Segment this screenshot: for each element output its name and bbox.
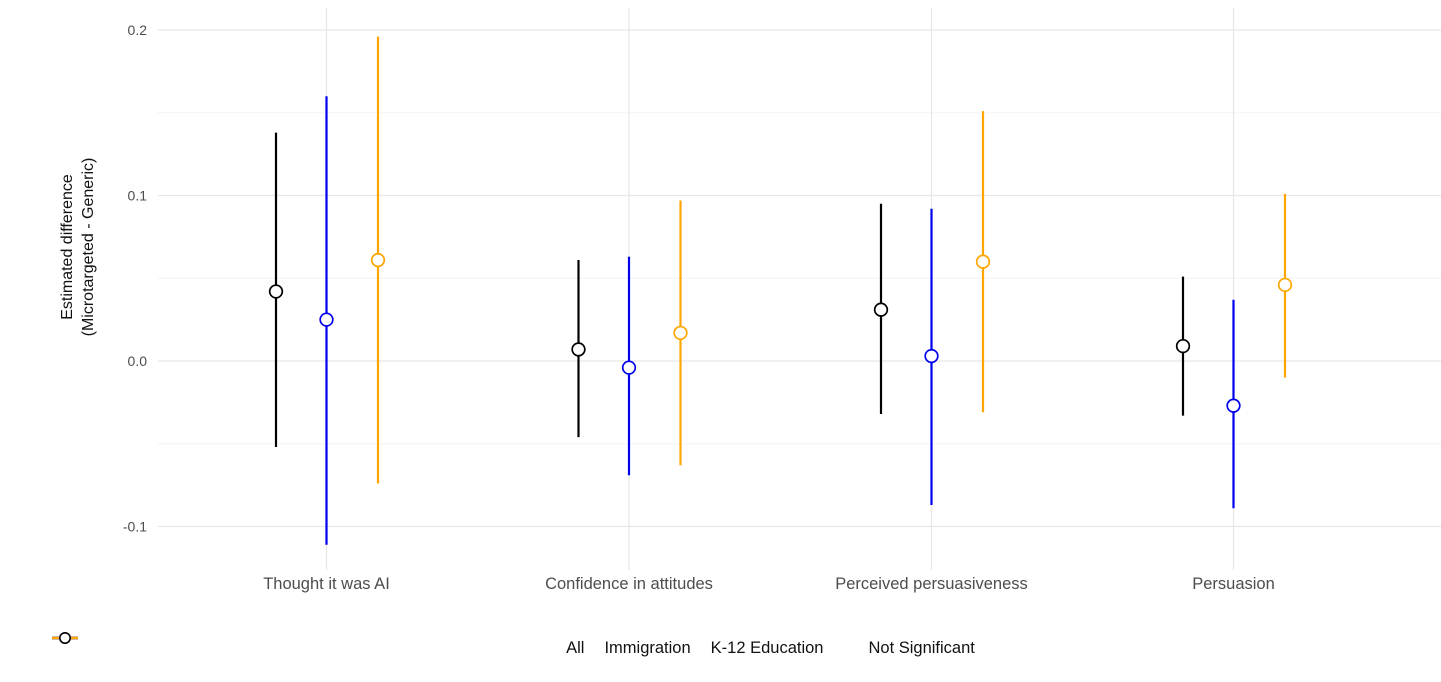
point-estimate <box>319 312 334 327</box>
y-tick-label: 0.2 <box>128 22 148 38</box>
legend-label: Not Significant <box>868 638 975 657</box>
legend: All Immigration K-12 Education Not Signific… <box>50 630 1441 666</box>
y-axis-title: Estimated difference (Microtargeted - Ge… <box>59 157 97 337</box>
point-estimate <box>1226 398 1241 413</box>
point-estimate <box>621 360 637 375</box>
y-tick-label: 0.0 <box>128 353 148 369</box>
x-category-label: Confidence in attitudes <box>545 575 713 593</box>
legend-item-immigration: Immigration <box>52 632 691 658</box>
legend-label: All <box>566 638 585 657</box>
point-estimate <box>1175 338 1191 354</box>
y-tick-label: -0.1 <box>123 519 147 535</box>
y-tick-label: 0.1 <box>128 188 148 204</box>
point-estimate <box>571 342 586 357</box>
point-estimate <box>975 254 991 269</box>
point-estimate <box>673 325 688 341</box>
point-estimate <box>268 284 284 299</box>
legend-item-not-significant: Not Significant <box>59 632 975 658</box>
x-category-label: Persuasion <box>1192 575 1275 593</box>
x-category-label: Thought it was AI <box>263 575 390 593</box>
point-estimate <box>873 302 889 317</box>
legend-label: Immigration <box>604 638 691 657</box>
point-estimate <box>924 348 939 364</box>
point-estimate <box>370 252 386 268</box>
legend-label: K-12 Education <box>710 638 824 657</box>
legend-item-k-12-education: K-12 Education <box>52 632 824 658</box>
legend-key-icon <box>59 632 71 644</box>
x-category-label: Perceived persuasiveness <box>835 575 1028 593</box>
point-estimate <box>1277 277 1293 293</box>
legend-item-all: All <box>52 632 585 658</box>
